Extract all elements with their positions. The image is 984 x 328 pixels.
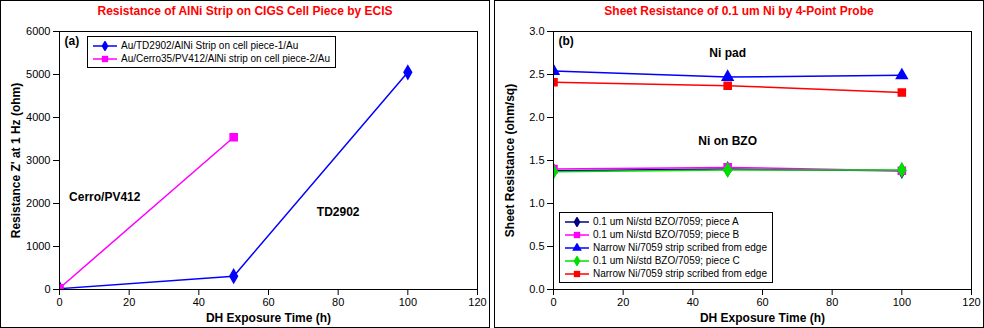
svg-text:Sheet Resistance (ohm/sq): Sheet Resistance (ohm/sq) [503,84,517,237]
svg-text:Ni pad: Ni pad [709,46,746,60]
svg-text:Ni on BZO: Ni on BZO [698,134,757,148]
svg-text:20: 20 [123,296,135,308]
svg-text:0: 0 [56,296,62,308]
svg-text:20: 20 [617,296,629,308]
svg-text:2.0: 2.0 [529,111,544,123]
svg-text:120: 120 [962,296,980,308]
svg-text:3000: 3000 [26,154,50,166]
svg-text:100: 100 [399,296,417,308]
svg-text:120: 120 [468,296,486,308]
svg-text:80: 80 [826,296,838,308]
svg-text:5000: 5000 [26,68,50,80]
svg-text:2000: 2000 [26,197,50,209]
svg-text:100: 100 [893,296,911,308]
svg-text:1000: 1000 [26,240,50,252]
svg-text:1.5: 1.5 [529,154,544,166]
svg-text:0.0: 0.0 [529,283,544,295]
svg-text:40: 40 [687,296,699,308]
html-text:Au/Cerro35/PV412/AlNi strip on: Au/Cerro35/PV412/AlNi strip on cell piec… [121,53,330,64]
html-text:Resistance of AlNi Strip on CI: Resistance of AlNi Strip on CIGS Cell Pi… [97,4,393,18]
svg-text:Resistance Z' at 1 Hz (ohm): Resistance Z' at 1 Hz (ohm) [9,83,23,239]
svg-text:0: 0 [44,283,50,295]
svg-text:4000: 4000 [26,111,50,123]
svg-text:(a): (a) [65,34,80,48]
html-text:Au/TD2902/AlNi Strip on cell p: Au/TD2902/AlNi Strip on cell piece-1/Au [121,40,299,51]
svg-text:TD2902: TD2902 [317,205,360,219]
svg-text:60: 60 [262,296,274,308]
html-text:Sheet Resistance of 0.1 um Ni: Sheet Resistance of 0.1 um Ni by 4-Point… [604,4,874,18]
svg-text:0.5: 0.5 [529,240,544,252]
html-text:Narrow Ni/7059 strip scribed f: Narrow Ni/7059 strip scribed from edge [593,268,767,279]
svg-text:DH Exposure Time (h): DH Exposure Time (h) [700,311,825,325]
svg-text:6000: 6000 [26,25,50,37]
svg-text:40: 40 [193,296,205,308]
svg-text:1.0: 1.0 [529,197,544,209]
html-text:0.1 um Ni/std BZO/7059; piece: 0.1 um Ni/std BZO/7059; piece B [593,229,740,240]
svg-text:80: 80 [332,296,344,308]
html-text:0.1 um Ni/std BZO/7059; piece: 0.1 um Ni/std BZO/7059; piece C [593,255,740,266]
svg-text:DH Exposure Time (h): DH Exposure Time (h) [206,311,331,325]
svg-text:3.0: 3.0 [529,25,544,37]
html-text:Narrow Ni/7059 strip scribed f: Narrow Ni/7059 strip scribed from edge [593,242,767,253]
html-text:0.1 um Ni/std BZO/7059; piece: 0.1 um Ni/std BZO/7059; piece A [593,216,739,227]
svg-text:Cerro/PV412: Cerro/PV412 [69,190,141,204]
svg-text:60: 60 [756,296,768,308]
svg-text:(b): (b) [559,34,574,48]
svg-text:2.5: 2.5 [529,68,544,80]
svg-text:0: 0 [550,296,556,308]
